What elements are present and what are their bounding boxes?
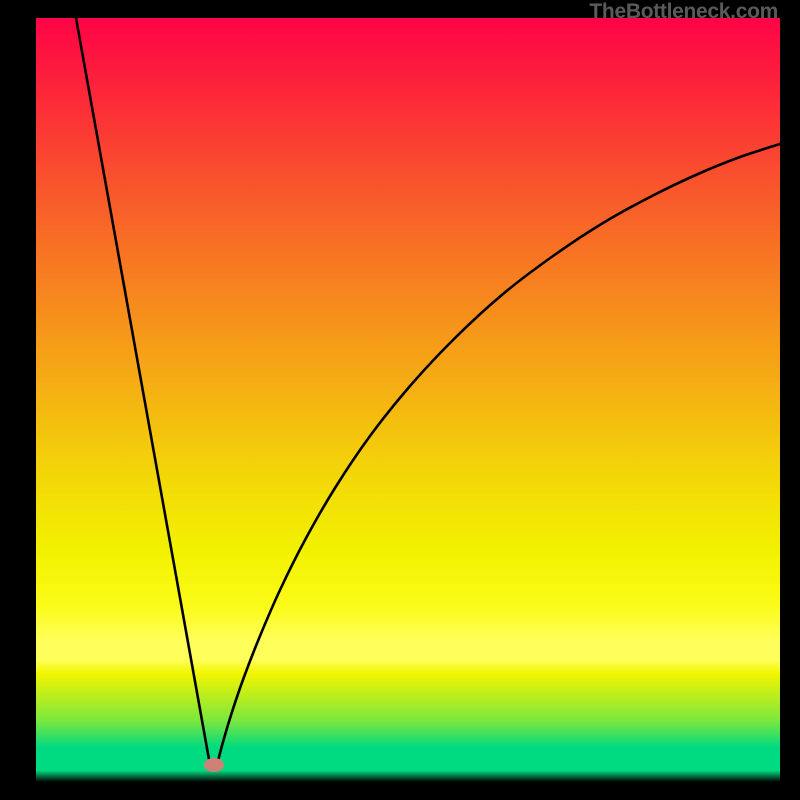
watermark-text: TheBottleneck.com bbox=[589, 0, 778, 24]
plot-background bbox=[36, 18, 780, 782]
chart-container: TheBottleneck.com bbox=[0, 0, 800, 800]
